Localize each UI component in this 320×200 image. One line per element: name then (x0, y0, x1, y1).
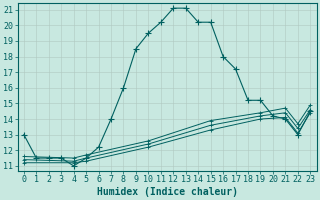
X-axis label: Humidex (Indice chaleur): Humidex (Indice chaleur) (97, 186, 237, 197)
